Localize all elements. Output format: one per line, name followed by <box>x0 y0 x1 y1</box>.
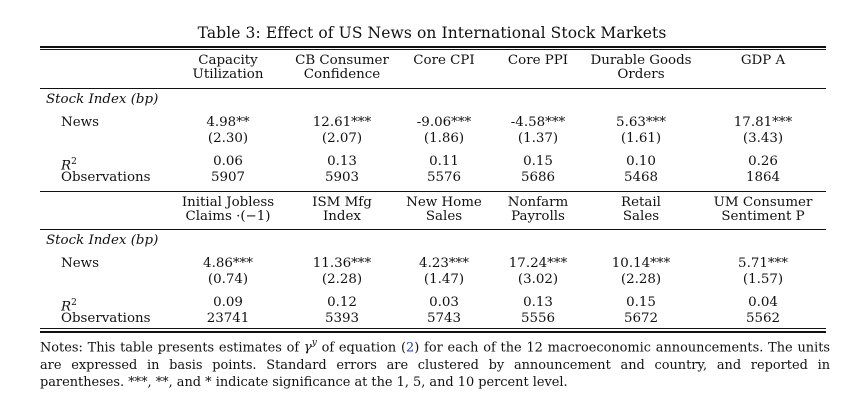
r2-letter: R <box>61 299 72 315</box>
gamma-symbol: γy <box>303 338 317 356</box>
r2-cell: 0.10 <box>626 154 656 169</box>
section-label-stock-index: Stock Index (bp) <box>46 92 159 107</box>
top-rule-inner <box>40 49 826 50</box>
column-header-line1: ISM Mfg <box>312 195 372 210</box>
standard-error-cell: (1.47) <box>423 272 465 287</box>
r2-cell: 0.06 <box>213 154 243 169</box>
column-header-line2: Claims ·(−1) <box>185 209 271 224</box>
standard-error-cell: (1.37) <box>517 131 559 146</box>
standard-error-cell: (2.07) <box>321 131 363 146</box>
r2-cell: 0.09 <box>213 295 243 310</box>
r2-cell: 0.11 <box>429 154 459 169</box>
standard-error-cell: (3.02) <box>517 272 559 287</box>
column-header-line1: CB Consumer <box>295 53 389 68</box>
bottom-rule-inner <box>40 328 826 329</box>
r2-cell: 0.26 <box>748 154 778 169</box>
column-header-line2: Sales <box>622 209 660 224</box>
column-header-line1: Core PPI <box>507 53 569 68</box>
coefficient-cell: 5.71*** <box>738 256 788 271</box>
gamma-superscript: y <box>311 338 317 348</box>
gamma-letter: γ <box>303 340 312 356</box>
panel-1-header-rule <box>40 88 826 89</box>
r2-cell: 0.12 <box>327 295 357 310</box>
observations-cell: 5393 <box>324 311 360 326</box>
r2-superscript: 2 <box>71 298 77 308</box>
observations-cell: 1864 <box>745 170 781 185</box>
standard-error-cell: (1.86) <box>423 131 465 146</box>
coefficient-cell: 4.23*** <box>419 256 469 271</box>
column-header-line1: New Home <box>406 195 482 210</box>
coefficient-cell: 17.24*** <box>508 256 568 271</box>
column-header-line2: Confidence <box>303 67 381 82</box>
observations-cell: 5907 <box>210 170 246 185</box>
row-label-r2: R2 <box>61 296 77 314</box>
column-header-line2: Orders <box>617 67 665 82</box>
standard-error-cell: (1.61) <box>620 131 662 146</box>
observations-cell: 5686 <box>520 170 556 185</box>
standard-error-cell: (1.57) <box>742 272 784 287</box>
panel-separator-rule <box>40 191 826 192</box>
equation-reference-link[interactable]: 2 <box>406 340 415 356</box>
observations-cell: 5468 <box>623 170 659 185</box>
column-header-line2: Utilization <box>192 67 264 82</box>
column-header-line2: Payrolls <box>511 209 565 224</box>
column-header-line1: Initial Jobless <box>181 195 275 210</box>
standard-error-cell: (2.28) <box>620 272 662 287</box>
section-label-stock-index: Stock Index (bp) <box>46 233 159 248</box>
row-label-observations: Observations <box>61 311 151 326</box>
coefficient-cell: 12.61*** <box>312 115 372 130</box>
r2-letter: R <box>61 158 72 174</box>
table-title: Table 3: Effect of US News on Internatio… <box>197 24 667 42</box>
column-header-line2: Index <box>323 209 361 224</box>
column-header-line1: Nonfarm <box>507 195 569 210</box>
coefficient-cell: 11.36*** <box>312 256 372 271</box>
standard-error-cell: (2.28) <box>321 272 363 287</box>
notes-text: ) for each of the 12 macroeconomic annou… <box>40 340 830 391</box>
coefficient-cell: -4.58*** <box>510 115 566 130</box>
observations-cell: 5576 <box>426 170 462 185</box>
coefficient-cell: 10.14*** <box>611 256 671 271</box>
column-header-line2: Sales <box>425 209 463 224</box>
r2-cell: 0.15 <box>626 295 656 310</box>
observations-cell: 5903 <box>324 170 360 185</box>
observations-cell: 5562 <box>745 311 781 326</box>
coefficient-cell: 5.63*** <box>616 115 666 130</box>
top-rule <box>40 46 826 48</box>
standard-error-cell: (2.30) <box>207 131 249 146</box>
coefficient-cell: 17.81*** <box>733 115 793 130</box>
column-header-line1: Durable Goods <box>590 53 692 68</box>
column-header-line1: Capacity <box>198 53 258 68</box>
notes-text: of equation ( <box>316 340 407 356</box>
observations-cell: 5743 <box>426 311 462 326</box>
r2-cell: 0.13 <box>327 154 357 169</box>
panel-2-header-rule <box>40 229 826 230</box>
row-label-news: News <box>61 256 99 271</box>
r2-cell: 0.03 <box>429 295 459 310</box>
coefficient-cell: 4.98** <box>206 115 250 130</box>
r2-superscript: 2 <box>71 157 77 167</box>
bottom-rule <box>40 331 826 333</box>
table-notes: Notes: This table presents estimates of … <box>40 336 830 392</box>
column-header-line1: GDP A <box>740 53 786 68</box>
row-label-news: News <box>61 115 99 130</box>
observations-cell: 5672 <box>623 311 659 326</box>
observations-cell: 5556 <box>520 311 556 326</box>
r2-cell: 0.15 <box>523 154 553 169</box>
standard-error-cell: (3.43) <box>742 131 784 146</box>
column-header-line1: Core CPI <box>413 53 475 68</box>
r2-cell: 0.04 <box>748 295 778 310</box>
column-header-line1: Retail <box>621 195 661 210</box>
row-label-r2: R2 <box>61 155 77 173</box>
standard-error-cell: (0.74) <box>207 272 249 287</box>
column-header-line1: UM Consumer <box>713 195 813 210</box>
column-header-line2: Sentiment P <box>721 209 805 224</box>
coefficient-cell: 4.86*** <box>203 256 253 271</box>
observations-cell: 23741 <box>206 311 250 326</box>
coefficient-cell: -9.06*** <box>416 115 472 130</box>
r2-cell: 0.13 <box>523 295 553 310</box>
row-label-observations: Observations <box>61 170 151 185</box>
notes-text: Notes: This table presents estimates of <box>40 340 304 356</box>
